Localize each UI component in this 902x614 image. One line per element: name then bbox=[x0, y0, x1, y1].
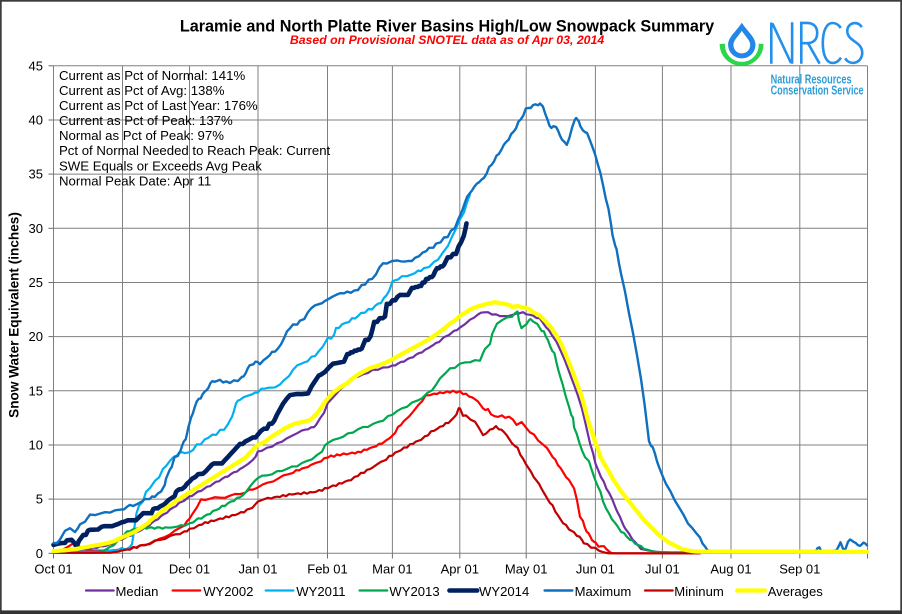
svg-text:Pct of Normal Needed to Reach: Pct of Normal Needed to Reach Peak: Curr… bbox=[59, 143, 331, 158]
svg-text:Current as Pct of Avg: 138%: Current as Pct of Avg: 138% bbox=[59, 83, 225, 98]
svg-text:40: 40 bbox=[29, 113, 43, 128]
svg-text:Conservation Service: Conservation Service bbox=[771, 83, 864, 98]
svg-text:Laramie and North Platte River: Laramie and North Platte River Basins Hi… bbox=[180, 18, 714, 36]
svg-text:Maximum: Maximum bbox=[575, 584, 632, 599]
svg-text:Dec 01: Dec 01 bbox=[169, 562, 210, 577]
svg-text:30: 30 bbox=[29, 221, 43, 236]
svg-text:25: 25 bbox=[29, 275, 43, 290]
svg-text:0: 0 bbox=[36, 546, 43, 561]
svg-text:Nov 01: Nov 01 bbox=[102, 562, 143, 577]
svg-text:Natural Resources: Natural Resources bbox=[771, 72, 852, 87]
svg-text:Snow Water Equivalent (inches): Snow Water Equivalent (inches) bbox=[7, 212, 22, 418]
svg-text:15: 15 bbox=[29, 383, 43, 398]
svg-text:10: 10 bbox=[29, 438, 43, 453]
svg-text:WY2011: WY2011 bbox=[296, 584, 345, 599]
svg-text:Averages: Averages bbox=[768, 584, 824, 599]
svg-text:Sep 01: Sep 01 bbox=[779, 562, 820, 577]
svg-text:SWE Equals or Exceeds Avg Peak: SWE Equals or Exceeds Avg Peak bbox=[59, 158, 262, 173]
svg-text:Feb 01: Feb 01 bbox=[307, 562, 347, 577]
svg-text:Current as Pct of Peak: 137%: Current as Pct of Peak: 137% bbox=[59, 113, 233, 128]
svg-text:Current as Pct of Normal: 141%: Current as Pct of Normal: 141% bbox=[59, 68, 245, 83]
svg-text:5: 5 bbox=[36, 492, 43, 507]
svg-text:Current as Pct of Last Year: 1: Current as Pct of Last Year: 176% bbox=[59, 98, 258, 113]
svg-text:35: 35 bbox=[29, 167, 43, 182]
svg-text:Aug 01: Aug 01 bbox=[710, 562, 751, 577]
svg-text:Oct 01: Oct 01 bbox=[34, 562, 72, 577]
svg-text:WY2002: WY2002 bbox=[203, 584, 253, 599]
svg-text:Median: Median bbox=[116, 584, 159, 599]
svg-text:Normal as Pct of Peak: 97%: Normal as Pct of Peak: 97% bbox=[59, 128, 224, 143]
svg-text:WY2013: WY2013 bbox=[389, 584, 439, 599]
svg-text:45: 45 bbox=[29, 58, 43, 73]
svg-text:Based on Provisional SNOTEL da: Based on Provisional SNOTEL data as of A… bbox=[290, 33, 605, 47]
svg-text:Jun 01: Jun 01 bbox=[576, 562, 615, 577]
svg-text:Mar 01: Mar 01 bbox=[372, 562, 412, 577]
svg-text:20: 20 bbox=[29, 329, 43, 344]
svg-text:Mininum: Mininum bbox=[674, 584, 724, 599]
svg-text:Jul 01: Jul 01 bbox=[645, 562, 680, 577]
svg-text:Apr 01: Apr 01 bbox=[441, 562, 479, 577]
svg-text:May 01: May 01 bbox=[505, 562, 548, 577]
svg-text:Jan 01: Jan 01 bbox=[238, 562, 277, 577]
svg-text:WY2014: WY2014 bbox=[479, 584, 529, 599]
svg-text:Normal Peak Date: Apr 11: Normal Peak Date: Apr 11 bbox=[59, 173, 211, 188]
